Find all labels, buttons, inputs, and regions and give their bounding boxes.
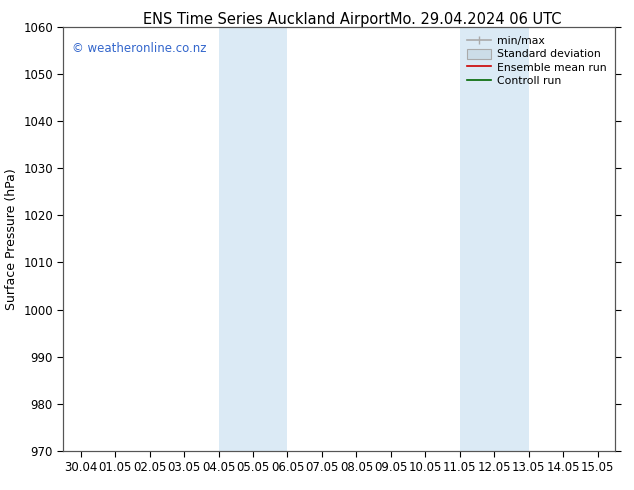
Text: Mo. 29.04.2024 06 UTC: Mo. 29.04.2024 06 UTC — [390, 12, 561, 27]
Y-axis label: Surface Pressure (hPa): Surface Pressure (hPa) — [4, 168, 18, 310]
Bar — [460, 27, 529, 451]
Bar — [219, 27, 287, 451]
Legend: min/max, Standard deviation, Ensemble mean run, Controll run: min/max, Standard deviation, Ensemble me… — [464, 32, 609, 89]
Text: ENS Time Series Auckland Airport: ENS Time Series Auckland Airport — [143, 12, 390, 27]
Text: © weatheronline.co.nz: © weatheronline.co.nz — [72, 42, 206, 55]
